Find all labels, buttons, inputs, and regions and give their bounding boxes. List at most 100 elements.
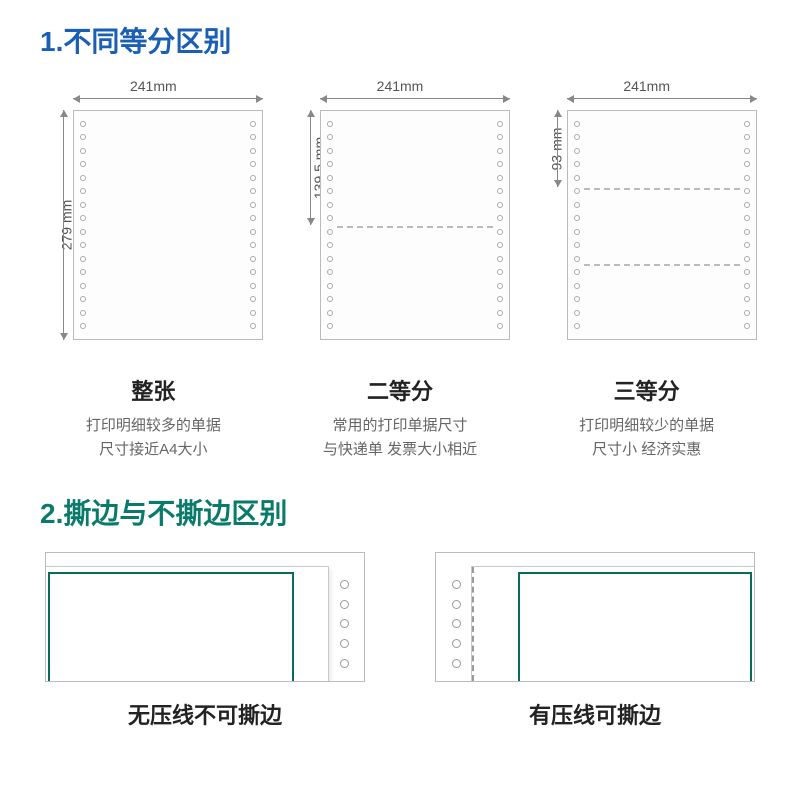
width-label: 241mm [623, 78, 670, 94]
perforation-hole [327, 121, 333, 127]
perforation-hole [340, 600, 349, 609]
perforation-hole [497, 283, 503, 289]
paper-desc: 打印明细较少的单据尺寸小 经济实惠 [579, 414, 714, 462]
perforation-hole [574, 310, 580, 316]
perforation-hole [80, 242, 86, 248]
perforation-column-right [246, 111, 260, 339]
perforation-hole [327, 188, 333, 194]
perforation-hole [574, 229, 580, 235]
paper-variants-row: 241mm279 mm整张打印明细较多的单据尺寸接近A4大小241mm139.5… [40, 80, 760, 462]
perforation-hole [497, 202, 503, 208]
edge-variant-1: 有压线可撕边 [430, 552, 760, 730]
edge-paper [45, 567, 328, 682]
perforation-hole [452, 619, 461, 628]
perforation-hole [80, 310, 86, 316]
perforation-strip [330, 567, 358, 681]
perforation-hole [327, 323, 333, 329]
width-arrow [320, 98, 510, 99]
paper-diagram: 241mm93 mm [537, 80, 757, 360]
perforation-hole [744, 242, 750, 248]
perforation-hole [574, 175, 580, 181]
perforation-hole [497, 121, 503, 127]
perforation-column-right [740, 111, 754, 339]
paper-variant-0: 241mm279 mm整张打印明细较多的单据尺寸接近A4大小 [40, 80, 267, 462]
height-arrow [557, 110, 558, 187]
perforation-hole [250, 134, 256, 140]
perforation-hole [497, 148, 503, 154]
perforation-hole [327, 161, 333, 167]
edge-paper [472, 567, 755, 682]
perforation-hole [327, 175, 333, 181]
perforation-hole [744, 229, 750, 235]
perforation-hole [80, 188, 86, 194]
section-divisions: 1.不同等分区别 241mm279 mm整张打印明细较多的单据尺寸接近A4大小2… [40, 20, 760, 462]
edge-variant-0: 无压线不可撕边 [40, 552, 370, 730]
perforation-hole [327, 242, 333, 248]
perforation-hole [497, 296, 503, 302]
paper-desc: 常用的打印单据尺寸与快递单 发票大小相近 [323, 414, 477, 462]
perforation-hole [340, 659, 349, 668]
perforation-hole [574, 242, 580, 248]
perforation-hole [80, 296, 86, 302]
inner-accent-border [518, 572, 752, 682]
edge-caption: 无压线不可撕边 [128, 698, 282, 730]
edge-variants-row: 无压线不可撕边 有压线可撕边 [40, 552, 760, 730]
perforation-hole [327, 296, 333, 302]
perforation-hole [744, 175, 750, 181]
perforation-hole [340, 619, 349, 628]
perforation-hole [574, 296, 580, 302]
perforation-hole [574, 215, 580, 221]
paper-diagram: 241mm139.5 mm [290, 80, 510, 360]
perforation-hole [744, 269, 750, 275]
paper-caption: 三等分 [614, 374, 680, 406]
height-arrow [63, 110, 64, 340]
perforation-hole [250, 175, 256, 181]
perforation-hole [80, 215, 86, 221]
perforation-hole [744, 296, 750, 302]
perforation-hole [250, 202, 256, 208]
perforation-column-left [76, 111, 90, 339]
perforation-hole [80, 202, 86, 208]
perforation-hole [574, 269, 580, 275]
height-arrow [310, 110, 311, 225]
perforation-hole [80, 256, 86, 262]
perforation-hole [574, 188, 580, 194]
perforation-hole [80, 121, 86, 127]
section1-title: 1.不同等分区别 [40, 20, 760, 60]
paper-sheet [73, 110, 263, 340]
paper-caption: 二等分 [367, 374, 433, 406]
perforation-column-right [493, 111, 507, 339]
inner-accent-border [48, 572, 294, 682]
perforation-hole [250, 188, 256, 194]
perforation-hole [744, 202, 750, 208]
perforation-hole [327, 310, 333, 316]
perforation-hole [574, 202, 580, 208]
edge-frame [45, 552, 365, 682]
perforation-hole [744, 323, 750, 329]
horizontal-tear-line [584, 188, 740, 190]
perforation-hole [497, 175, 503, 181]
perforation-hole [574, 134, 580, 140]
perforation-hole [250, 296, 256, 302]
perforation-hole [574, 283, 580, 289]
perforation-hole [250, 161, 256, 167]
perforation-hole [497, 310, 503, 316]
perforation-hole [250, 310, 256, 316]
horizontal-tear-line [584, 264, 740, 266]
section2-title: 2.撕边与不撕边区别 [40, 492, 760, 532]
height-label: 279 mm [59, 200, 75, 251]
perforation-hole [250, 283, 256, 289]
perforation-hole [744, 310, 750, 316]
perforation-hole [744, 161, 750, 167]
perforation-hole [574, 161, 580, 167]
horizontal-tear-line [337, 226, 493, 228]
width-arrow [73, 98, 263, 99]
perforation-hole [497, 256, 503, 262]
perforation-hole [327, 134, 333, 140]
vertical-tear-line [472, 567, 474, 681]
perforation-hole [340, 639, 349, 648]
paper-variant-1: 241mm139.5 mm 二等分常用的打印单据尺寸与快递单 发票大小相近 [287, 80, 514, 462]
perforation-hole [452, 580, 461, 589]
edge-caption: 有压线可撕边 [529, 698, 661, 730]
perforation-hole [497, 269, 503, 275]
